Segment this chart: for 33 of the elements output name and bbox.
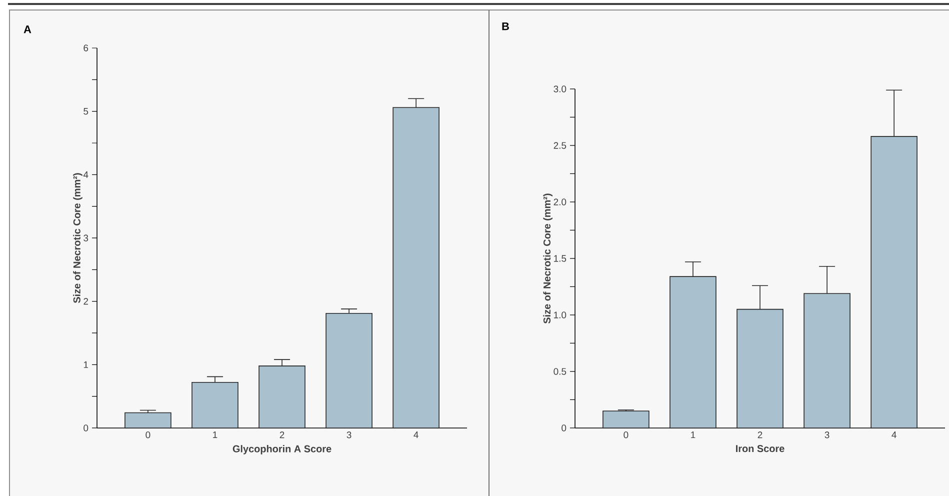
- x-tick-label: 1: [691, 432, 696, 438]
- y-tick-label: 3: [84, 234, 88, 242]
- y-tick-label: 3.0: [554, 86, 566, 92]
- chart-title: A: [24, 26, 32, 34]
- x-tick-label: 4: [414, 432, 418, 438]
- y-tick-label: 2.0: [554, 198, 566, 206]
- bar: [602, 410, 650, 428]
- x-tick-label: 3: [346, 432, 352, 438]
- y-tick-label: 1.5: [554, 255, 566, 262]
- y-axis-title: Size of Necrotic Core (mm²): [73, 173, 82, 304]
- y-tick-label: 0: [562, 424, 566, 432]
- x-tick-label: 2: [758, 432, 762, 438]
- x-tick-label: 1: [213, 432, 218, 438]
- y-tick-label: 6: [84, 44, 88, 52]
- x-axis-title: Iron Score: [736, 445, 784, 452]
- y-tick-label: 2.5: [554, 142, 566, 149]
- y-tick-label: 1: [84, 361, 88, 368]
- x-axis-title: Glycophorin A Score: [232, 445, 332, 454]
- x-tick-label: 2: [280, 432, 284, 438]
- x-tick-label: 4: [892, 432, 896, 438]
- bar: [326, 312, 372, 428]
- y-axis-title: Size of Necrotic Core (mm²): [543, 194, 552, 324]
- x-tick-label: 0: [624, 432, 628, 438]
- y-tick-label: 4: [83, 171, 88, 178]
- x-tick-label: 3: [824, 432, 830, 438]
- y-tick-label: 0.5: [554, 368, 566, 375]
- x-tick-label: 0: [146, 432, 150, 438]
- y-tick-label: 2: [84, 298, 88, 305]
- y-tick-label: 1.0: [554, 312, 566, 318]
- chart-title: B: [502, 22, 509, 30]
- y-tick-label: 0: [84, 424, 88, 432]
- y-tick-label: 5: [84, 108, 88, 115]
- bar: [124, 412, 172, 428]
